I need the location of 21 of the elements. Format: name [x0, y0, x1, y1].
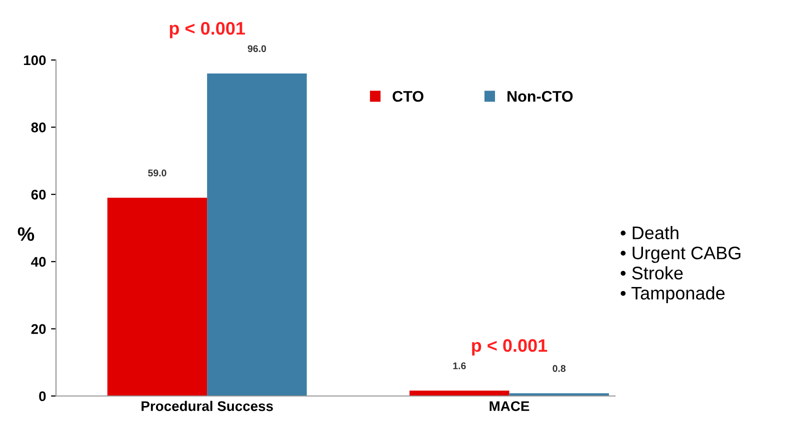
- x-tick-label: MACE: [490, 401, 530, 412]
- text: • Death • Urgent CABG • Stroke • Tamponade: [620, 226, 740, 304]
- y-axis-title: %: [18, 227, 34, 241]
- y-tick-label: 40: [31, 256, 46, 267]
- x-tick-label: Procedural Success: [142, 400, 273, 412]
- data-label: 59.0: [148, 170, 166, 176]
- data-label: 1.6: [453, 362, 466, 370]
- bar: [107, 198, 208, 396]
- y-tick-label: 60: [31, 190, 46, 200]
- legend-label: CTO: [392, 90, 424, 102]
- legend-label: Non-CTO: [508, 90, 573, 102]
- data-label: 96.0: [248, 45, 266, 52]
- bar: [410, 390, 510, 396]
- data-label: 0.8: [552, 365, 566, 372]
- y-tick-label: 100: [24, 55, 46, 66]
- y-tick-label: 20: [31, 324, 46, 334]
- annotation: p < 0.001: [472, 339, 548, 356]
- annotation: p < 0.001: [170, 22, 245, 38]
- y-tick-label: 0: [39, 391, 46, 402]
- bar: [207, 73, 307, 396]
- y-tick-label: 80: [31, 122, 46, 132]
